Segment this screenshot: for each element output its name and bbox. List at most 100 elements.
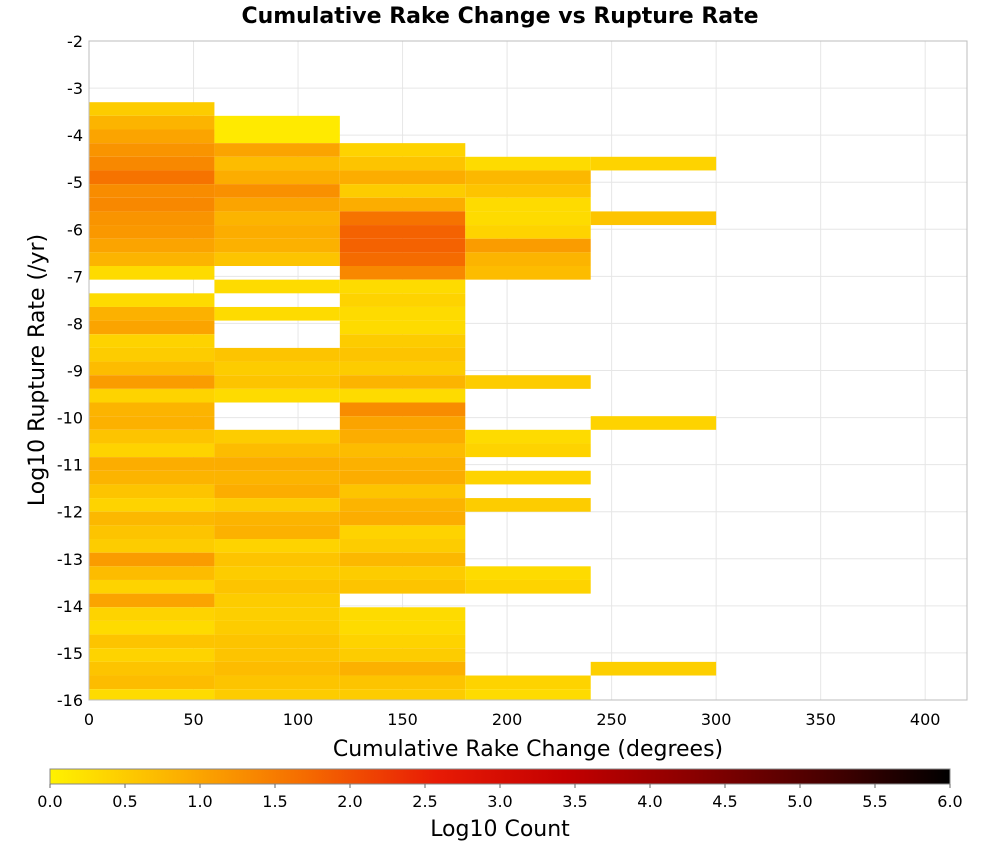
x-tick-label: 300 [701,710,732,729]
heatmap-cell [89,484,215,499]
heatmap-cell [214,634,340,649]
heatmap-cell [89,252,215,267]
y-tick-labels: -2 -3 -4 -5 -6 -7 -8 -9 -10 -11 -12 -13 -14 -15 -16 [57,32,83,710]
heatmap-cell [214,648,340,662]
heatmap-cell [89,347,215,362]
heatmap-cell [214,429,340,444]
heatmap-cell [214,552,340,567]
heatmap-cell [89,539,215,553]
heatmap-cell [465,238,591,253]
heatmap-cell [89,143,215,157]
heatmap-cell [89,429,215,444]
heatmap-cell [214,579,340,594]
x-tick-label: 200 [492,710,523,729]
heatmap-cell [465,689,591,700]
heatmap-cell [465,443,591,458]
colorbar-tick-label: 4.0 [637,792,662,811]
heatmap-cell [89,648,215,662]
plot-frame [88,40,968,701]
heatmap-cell [465,675,591,690]
heatmap-cell [89,388,215,403]
heatmap-cell [590,661,717,676]
heatmap-cell [339,225,466,239]
colorbar-tick-label: 2.5 [412,792,437,811]
heatmap-cell [214,197,340,212]
heatmap-cell [339,402,466,417]
colorbar-tick-label: 3.0 [487,792,512,811]
heatmap-cell [339,266,466,280]
y-tick-label: -12 [57,503,83,522]
x-tick-label: 100 [283,710,314,729]
heatmap-cell [339,347,466,362]
heatmap-cell [214,607,340,621]
colorbar-tick-label: 2.0 [337,792,362,811]
heatmap-cell [214,539,340,553]
heatmap-cell [89,620,215,635]
colorbar-tick-label: 1.5 [262,792,287,811]
heatmap-cell [89,402,215,417]
heatmap-cell [214,143,340,157]
heatmap-cell [465,170,591,185]
heatmap-cell [339,566,466,580]
heatmap-cell [89,375,215,389]
heatmap-cell [89,225,215,239]
colorbar-label: Log10 Count [430,817,570,842]
heatmap-cell [89,102,215,116]
heatmap-cell [465,566,591,580]
heatmap-cell [214,252,340,267]
heatmap-cell [339,388,466,403]
heatmap-cell [214,225,340,239]
heatmap-cell [465,266,591,280]
heatmap-cell [214,661,340,676]
heatmap-cell [214,238,340,253]
x-tick-label: 400 [910,710,941,729]
heatmap-cell [89,511,215,526]
y-tick-label: -16 [57,691,83,710]
heatmap-cell [89,443,215,458]
x-tick-label: 0 [84,710,94,729]
heatmap-cell [89,634,215,649]
y-tick-label: -8 [67,314,83,333]
heatmap-cell [339,156,466,171]
heatmap-cell [339,211,466,226]
heatmap-cell [339,252,466,267]
colorbar-tick-label: 1.0 [187,792,212,811]
colorbar-tick-label: 0.5 [112,792,137,811]
x-tick-labels: 0 50 100 150 200 250 300 350 400 [84,710,941,729]
heatmap-cell [214,525,340,540]
y-tick-label: -4 [67,126,83,145]
heatmap-cell [339,620,466,635]
heatmap-cell [214,620,340,635]
heatmap-cell [89,306,215,321]
heatmap-cell [339,443,466,458]
heatmap-cell [89,661,215,676]
heatmap-cell [89,593,215,608]
heatmap-cell [214,279,340,294]
heatmap-cell [214,470,340,485]
heatmap-cell [89,184,215,198]
chart-title: Cumulative Rake Change vs Rupture Rate [241,4,758,29]
heatmap-cell [214,170,340,185]
heatmap-cell [465,470,591,485]
y-axis-label: Log10 Rupture Rate (/yr) [25,234,50,506]
colorbar-tick-label: 5.5 [862,792,887,811]
heatmap-cell [465,579,591,594]
heatmap-cell [214,511,340,526]
heatmap-cell [89,238,215,253]
heatmap-cell [339,511,466,526]
x-axis-label: Cumulative Rake Change (degrees) [333,737,723,762]
heatmap-cell [339,143,466,157]
y-tick-label: -14 [57,597,83,616]
heatmap-cell [89,457,215,471]
colorbar-tick-labels: 0.0 0.5 1.0 1.5 2.0 2.5 3.0 3.5 4.0 4.5 5.0 5.5 6.0 [37,784,963,811]
heatmap-cell [465,252,591,267]
heatmap-cell [89,115,215,130]
heatmap-cell [339,525,466,540]
y-tick-label: -3 [67,79,83,98]
heatmap-cell [465,156,591,171]
heatmap-cell [339,607,466,621]
heatmap-cell [214,211,340,226]
y-tick-label: -7 [67,267,83,286]
heatmap-cell [339,539,466,553]
